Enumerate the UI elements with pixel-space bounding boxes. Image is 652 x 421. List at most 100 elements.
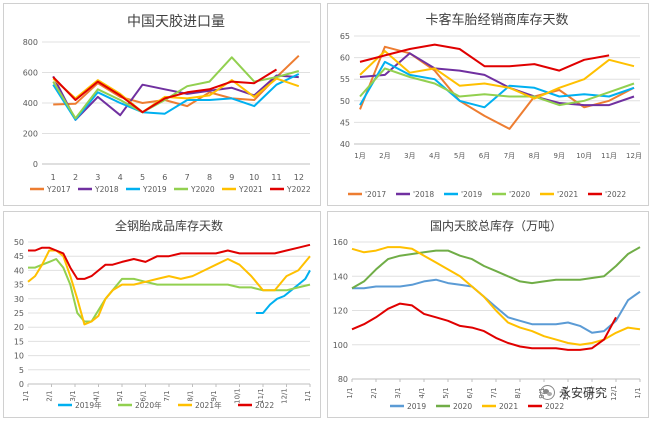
y-tick-label: 120 <box>333 307 348 316</box>
series-line <box>28 243 311 280</box>
series-line <box>359 60 635 109</box>
x-tick-label: 1月 <box>354 152 365 160</box>
x-tick-label: 6/1 <box>140 390 148 401</box>
x-tick-label: 7/1 <box>490 387 498 398</box>
y-tick-label: 45 <box>340 118 350 127</box>
chart-title: 国内天胶总库存（万吨） <box>430 218 562 233</box>
y-tick-label: 65 <box>340 32 350 41</box>
x-tick-label: 1 <box>51 173 56 182</box>
series-line <box>351 302 617 351</box>
watermark-text: 永安研究 <box>559 386 608 400</box>
chart-title: 卡客车胎经销商库存天数 <box>425 12 568 28</box>
panel-dealer-inventory: 卡客车胎经销商库存天数 40 45 50 55 60 65 1月 2月 3月 4月 5月 6月 7月 8月 9… <box>327 3 649 206</box>
x-tick-label: 11 <box>271 173 281 182</box>
y-tick-label: 60 <box>340 54 350 63</box>
x-tick-label: 6/1 <box>466 387 474 398</box>
y-tick-label: 50 <box>14 238 24 247</box>
legend-label: 2020 <box>453 402 472 411</box>
series-line <box>52 74 299 121</box>
series-line <box>352 278 641 334</box>
panel-rubber-total-inventory: 国内天胶总库存（万吨） 80 100 120 140 160 1/1 2/1 3/1 4/1 5/1… <box>327 211 649 418</box>
y-tick-label: 40 <box>340 140 350 149</box>
x-tick-label: 5月 <box>454 152 465 160</box>
legend-label: 2021 <box>499 402 518 411</box>
x-tick-label: 5 <box>140 173 145 182</box>
x-tick-label: 1/1 <box>346 387 354 398</box>
series-line <box>52 68 278 114</box>
wechat-icon <box>540 385 555 400</box>
chart-title: 全钢胎成品库存天数 <box>115 218 223 233</box>
x-tick-label: 12 <box>294 173 304 182</box>
y-tick-label: 80 <box>338 375 348 384</box>
chart-rubber-total-inventory: 国内天胶总库存（万吨） 80 100 120 140 160 1/1 2/1 3/1 4/1 5/1… <box>333 218 642 411</box>
legend-label: 2022 <box>255 401 274 410</box>
y-tick-label: 15 <box>14 337 24 346</box>
legend-label: 2021年 <box>195 400 222 410</box>
y-tick-label: 140 <box>333 272 348 281</box>
x-tick-label: 6 <box>162 173 167 182</box>
x-tick-label: 2 <box>73 173 78 182</box>
series-line <box>52 73 300 121</box>
series-line <box>359 50 635 100</box>
y-tick-label: 0 <box>19 380 24 389</box>
legend-label: 2022 <box>545 402 564 411</box>
y-tick-label: 55 <box>340 75 350 84</box>
legend-label: Y2017 <box>46 185 71 194</box>
legend-label: 2019 <box>407 402 426 411</box>
x-tick-label: 8月 <box>529 152 540 160</box>
y-tick-label: 35 <box>14 281 24 290</box>
x-tick-label: 4/1 <box>93 390 101 401</box>
y-tick-label: 40 <box>14 266 24 275</box>
x-tick-label: 8 <box>207 173 212 182</box>
watermark: 永安研究 <box>540 384 607 401</box>
series-line <box>359 43 610 72</box>
y-tick-label: 800 <box>23 38 38 47</box>
y-tick-label: 100 <box>333 341 348 350</box>
x-tick-label: 3/1 <box>394 387 402 398</box>
legend-label: Y2018 <box>94 185 119 194</box>
x-tick-label: 2月 <box>379 152 390 160</box>
legend-label: Y2019 <box>142 185 167 194</box>
series-line <box>255 269 311 314</box>
x-tick-label: 1/1 <box>634 387 642 398</box>
x-tick-label: 4/1 <box>418 387 426 398</box>
y-tick-label: 0 <box>33 160 38 169</box>
series-line <box>53 54 300 108</box>
x-tick-label: 5/1 <box>442 387 450 398</box>
x-tick-label: 10 <box>249 173 259 182</box>
legend-label: 2019年 <box>75 400 102 410</box>
legend-label: '2022 <box>605 190 626 199</box>
x-tick-label: 7 <box>185 173 190 182</box>
legend-label: Y2020 <box>190 185 215 194</box>
x-tick-label: 2/1 <box>370 387 378 398</box>
y-tick-label: 45 <box>14 252 24 261</box>
x-tick-label: 10/1 <box>562 385 570 401</box>
x-tick-label: 5/1 <box>116 390 124 401</box>
x-tick-label: 3/1 <box>69 390 77 401</box>
x-tick-label: 7月 <box>504 152 515 160</box>
legend-label: '2020 <box>509 190 530 199</box>
y-tick-label: 50 <box>340 97 350 106</box>
y-tick-label: 20 <box>14 323 24 332</box>
legend-label: '2019 <box>461 190 482 199</box>
legend-label: '2021 <box>557 190 578 199</box>
x-tick-label: 7/1 <box>163 390 171 401</box>
legend-label: '2017 <box>365 190 386 199</box>
legend-label: '2018 <box>413 190 434 199</box>
series-line <box>351 246 641 290</box>
y-tick-label: 25 <box>14 309 24 318</box>
x-tick-label: 3月 <box>404 152 415 160</box>
legend-label: Y2021 <box>238 185 263 194</box>
chart-title: 中国天胶进口量 <box>127 13 225 30</box>
series-line <box>28 258 311 323</box>
x-tick-label: 10月 <box>576 152 592 160</box>
x-tick-label: 9/1 <box>210 390 218 401</box>
y-tick-label: 600 <box>23 69 38 78</box>
x-tick-label: 11月 <box>601 152 617 160</box>
x-tick-label: 3 <box>95 173 100 182</box>
x-tick-label: 2/1 <box>46 390 54 401</box>
x-tick-label: 12/1 <box>610 385 618 401</box>
chart-steel-tire-inventory: 全钢胎成品库存天数 0 5 10 15 20 25 30 35 40 45 50 1/1 2/1 3/1 4/… <box>14 218 312 410</box>
y-tick-label: 5 <box>19 366 24 375</box>
chart-dealer-inventory: 卡客车胎经销商库存天数 40 45 50 55 60 65 1月 2月 3月 4月 5月 6月 7月 8月 9… <box>340 12 642 199</box>
